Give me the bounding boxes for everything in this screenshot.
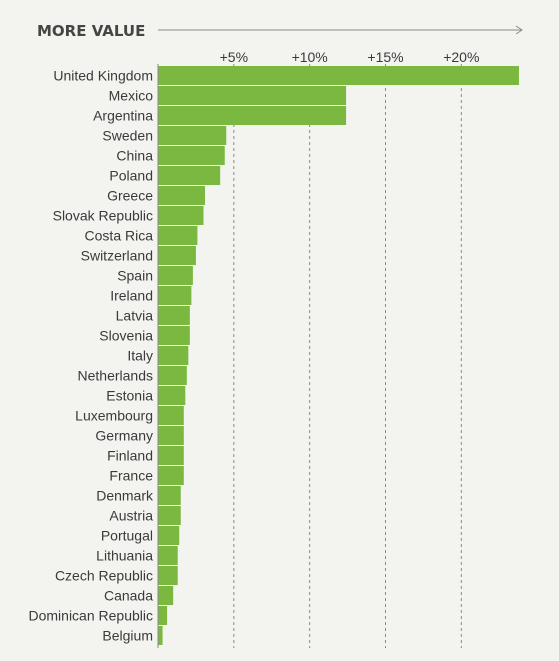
bar	[158, 286, 192, 305]
bar	[158, 306, 190, 325]
bar	[158, 86, 347, 105]
category-label: Costa Rica	[85, 228, 154, 244]
bar	[158, 486, 181, 505]
x-tick-label: +15%	[367, 49, 403, 65]
bar	[158, 126, 227, 145]
category-label: Czech Republic	[55, 568, 153, 584]
x-tick-labels: +5% +10% +15% +20%	[220, 49, 480, 65]
bar	[158, 526, 180, 545]
bar	[158, 566, 178, 585]
bar	[158, 606, 168, 625]
bar	[158, 426, 184, 445]
bar	[158, 166, 221, 185]
category-label: Slovenia	[99, 328, 153, 344]
category-label: Germany	[95, 428, 153, 444]
bar	[158, 506, 181, 525]
axis-arrow-head	[515, 25, 523, 35]
bar	[158, 146, 225, 165]
gridlines	[233, 64, 462, 648]
bar	[158, 406, 184, 425]
category-label: Sweden	[102, 128, 153, 144]
axis-arrow	[158, 25, 523, 35]
category-label: Denmark	[96, 488, 154, 504]
category-label: Dominican Republic	[28, 608, 153, 624]
category-label: Mexico	[109, 88, 154, 104]
category-label: Estonia	[106, 388, 153, 404]
category-label: Italy	[127, 348, 153, 364]
category-label: Finland	[107, 448, 153, 464]
bar	[158, 226, 198, 245]
bar	[158, 266, 193, 285]
bar	[158, 366, 187, 385]
bar	[158, 246, 196, 265]
category-label: Lithuania	[96, 548, 153, 564]
category-label: Luxembourg	[75, 408, 153, 424]
bar	[158, 206, 204, 225]
bar	[158, 386, 186, 405]
category-label: Spain	[117, 268, 153, 284]
bar	[158, 66, 519, 85]
category-label: Switzerland	[81, 248, 153, 264]
category-label: China	[116, 148, 153, 164]
category-label: Belgium	[102, 628, 153, 644]
category-label: Austria	[109, 508, 153, 524]
bar	[158, 466, 184, 485]
bars	[158, 66, 519, 645]
x-tick-label: +5%	[220, 49, 248, 65]
category-label: Poland	[109, 168, 153, 184]
bar	[158, 326, 190, 345]
category-label: Slovak Republic	[53, 208, 153, 224]
chart-title: MORE VALUE	[37, 22, 145, 40]
bar	[158, 106, 347, 125]
bar	[158, 546, 178, 565]
bar	[158, 186, 206, 205]
category-labels: United Kingdom Mexico Argentina Sweden China…	[28, 68, 154, 644]
bar	[158, 586, 174, 605]
bar	[158, 446, 184, 465]
category-label: Greece	[107, 188, 153, 204]
category-label: Netherlands	[78, 368, 154, 384]
category-label: Canada	[104, 588, 153, 604]
category-label: Ireland	[110, 288, 153, 304]
bar	[158, 626, 163, 645]
category-label: Portugal	[101, 528, 153, 544]
category-label: Argentina	[93, 108, 153, 124]
category-label: France	[109, 468, 153, 484]
x-tick-label: +20%	[443, 49, 479, 65]
category-label: United Kingdom	[53, 68, 153, 84]
category-label: Latvia	[116, 308, 154, 324]
x-tick-label: +10%	[292, 49, 328, 65]
bar	[158, 346, 189, 365]
